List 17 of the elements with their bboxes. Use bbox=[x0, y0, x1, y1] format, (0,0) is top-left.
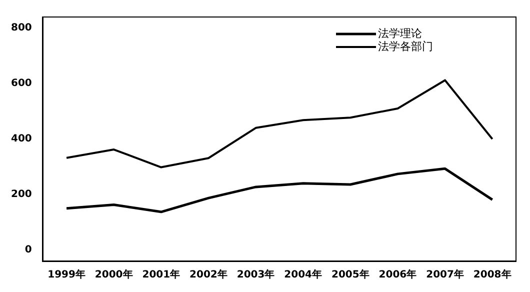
y-tick-label: 0 bbox=[24, 244, 32, 256]
y-tick-label: 600 bbox=[11, 78, 32, 90]
legend-label: 法学各部门 bbox=[378, 40, 433, 53]
x-tick-label: 2003年 bbox=[236, 268, 275, 281]
x-tick-label: 1999年 bbox=[48, 268, 86, 281]
x-tick-label: 2002年 bbox=[190, 268, 228, 281]
x-tick-label: 2007年 bbox=[426, 268, 464, 281]
y-tick-label: 200 bbox=[11, 189, 32, 200]
legend-label: 法学理论 bbox=[378, 26, 422, 40]
x-tick-label: 2001年 bbox=[142, 268, 180, 281]
x-tick-label: 2008年 bbox=[473, 268, 512, 281]
y-tick-label: 400 bbox=[11, 134, 32, 145]
x-tick-label: 2005年 bbox=[331, 268, 370, 281]
x-tick-label: 2000年 bbox=[94, 268, 133, 281]
y-tick-label: 800 bbox=[11, 22, 32, 34]
x-tick-label: 2006年 bbox=[378, 268, 417, 281]
x-tick-label: 2004年 bbox=[284, 268, 322, 281]
